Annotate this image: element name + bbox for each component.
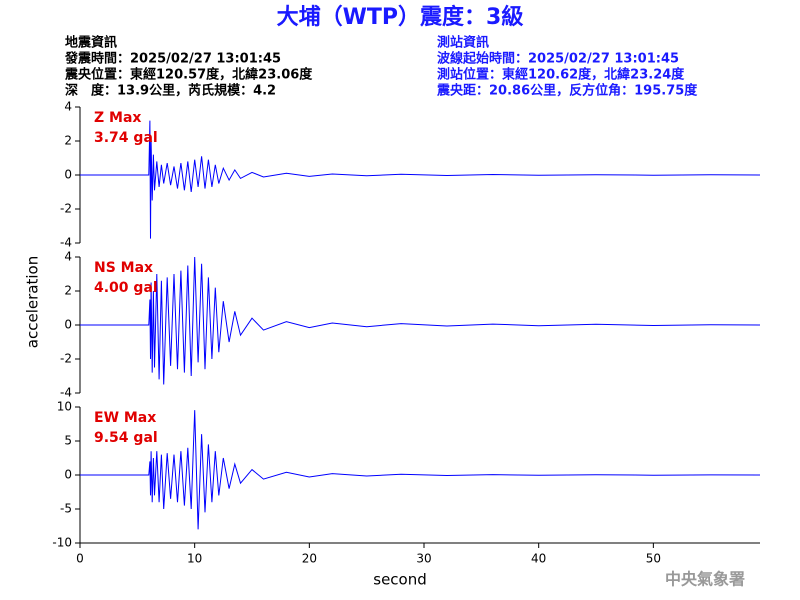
info-right: 測站資訊 bbox=[437, 35, 489, 51]
y-tick-label: -10 bbox=[52, 536, 72, 550]
y-tick-label: -5 bbox=[60, 502, 72, 516]
y-tick-label: 2 bbox=[64, 284, 72, 298]
y-tick-label: 10 bbox=[57, 400, 72, 414]
y-tick-label: -4 bbox=[60, 236, 72, 250]
x-axis-label: second bbox=[373, 571, 427, 589]
info-right: 波線起始時間：2025/02/27 13:01:45 bbox=[437, 51, 679, 67]
x-tick-label: 0 bbox=[76, 552, 84, 566]
info-left: 地震資訊 bbox=[65, 35, 117, 51]
y-tick-label: -2 bbox=[60, 202, 72, 216]
y-tick-label: 4 bbox=[64, 250, 72, 264]
y-tick-label: 2 bbox=[64, 134, 72, 148]
x-tick-label: 50 bbox=[646, 552, 661, 566]
x-tick-label: 20 bbox=[302, 552, 317, 566]
info-right: 震央距：20.86公里，反方位角：195.75度 bbox=[436, 83, 698, 99]
x-tick-label: 10 bbox=[187, 552, 202, 566]
panel-label: EW Max bbox=[94, 410, 156, 426]
info-left: 發震時間：2025/02/27 13:01:45 bbox=[64, 51, 281, 67]
panel-max: 4.00 gal bbox=[94, 280, 158, 296]
y-axis-label: acceleration bbox=[24, 256, 42, 348]
info-left: 震央位置：東經120.57度，北緯23.06度 bbox=[64, 67, 313, 83]
y-tick-label: 4 bbox=[64, 100, 72, 114]
waveform bbox=[80, 120, 761, 239]
waveform bbox=[80, 256, 761, 385]
panel-max: 3.74 gal bbox=[94, 130, 158, 146]
panel-max: 9.54 gal bbox=[94, 430, 158, 446]
y-tick-label: 0 bbox=[64, 318, 72, 332]
x-tick-label: 40 bbox=[531, 552, 546, 566]
y-tick-label: -4 bbox=[60, 386, 72, 400]
y-tick-label: -2 bbox=[60, 352, 72, 366]
y-tick-label: 0 bbox=[64, 468, 72, 482]
chart-title: 大埔（WTP）震度：3級 bbox=[277, 4, 524, 30]
info-left: 深 度：13.9公里，芮氏規模：4.2 bbox=[65, 83, 276, 99]
x-tick-label: 30 bbox=[416, 552, 431, 566]
footer-logo: 中央氣象署 bbox=[665, 570, 745, 589]
waveform bbox=[80, 410, 761, 530]
panel-label: Z Max bbox=[94, 110, 141, 126]
panel-label: NS Max bbox=[94, 260, 153, 276]
y-tick-label: 0 bbox=[64, 168, 72, 182]
y-tick-label: 5 bbox=[64, 434, 72, 448]
info-right: 測站位置：東經120.62度，北緯23.24度 bbox=[437, 67, 685, 83]
